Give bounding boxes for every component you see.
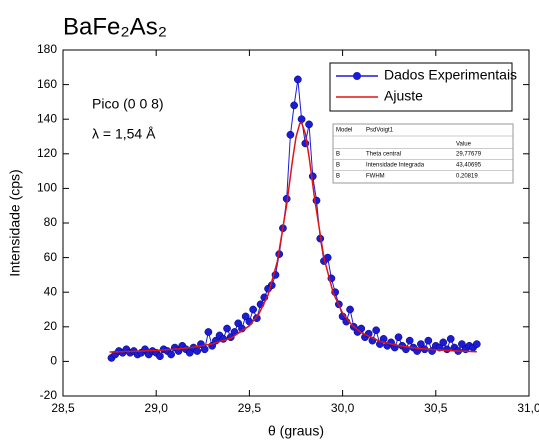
table-header: Model [336,128,352,134]
y-tick-label: 180 [37,42,57,56]
data-point [472,340,481,348]
x-axis-label: θ (graus) [268,423,324,439]
y-tick-label: 120 [37,146,57,160]
legend-box [329,62,513,112]
data-point [305,120,313,129]
table-cell: FWHM [366,174,385,180]
data-point [413,347,422,355]
data-point [294,75,302,84]
x-tick-label: 30,0 [331,401,355,415]
x-tick-label: 29,0 [145,401,169,415]
data-point [204,328,213,336]
data-point [167,350,175,359]
y-tick-label: 80 [44,215,58,229]
y-tick-label: 160 [37,77,57,91]
fit-table [332,123,514,184]
series-line [109,121,477,353]
chart-title: BaFe₂As₂ [63,13,167,40]
x-tick-label: 31,0 [517,401,539,415]
legend-label: Ajuste [384,88,423,104]
data-point [424,336,433,345]
data-point [156,352,164,361]
y-tick-label: 20 [44,319,58,333]
series-line [111,79,478,359]
data-point [308,172,317,181]
table-header: Value [456,142,472,148]
data-point [286,130,295,139]
data-point [405,336,414,345]
data-point [290,101,298,110]
data-point [372,326,381,335]
table-cell: B [336,174,340,180]
y-tick-label: 40 [44,284,58,298]
data-point [241,312,250,321]
data-point [200,345,209,354]
x-tick-label: 29,5 [238,401,262,415]
legend-marker [353,72,361,80]
y-tick-label: 100 [37,181,57,195]
data-point [458,340,466,348]
y-tick-label: 0 [50,354,57,368]
y-axis-label: Intensidade (cps) [7,169,23,276]
table-cell: 29,77679 [456,152,482,158]
x-tick-label: 30,5 [424,401,448,415]
table-cell: 43,40695 [456,163,482,169]
y-tick-label: -20 [40,388,58,402]
data-point [185,348,194,357]
table-cell: B [336,152,340,158]
data-point [193,347,202,355]
table-cell: 0,20819 [456,174,478,180]
data-point [443,345,451,354]
table-cell: Theta central [366,152,401,158]
data-point [394,333,403,342]
y-tick-label: 140 [37,111,57,125]
y-tick-label: 60 [44,250,58,264]
table-cell: Intensidade Integrada [366,163,425,169]
annotation: λ = 1,54 Å [92,126,156,142]
table-header: PsdVoigt1 [366,128,394,134]
data-point [439,338,448,347]
data-point [253,314,261,322]
legend-label: Dados Experimentais [384,67,517,83]
data-point [297,115,306,124]
data-point [346,305,354,314]
data-point [249,305,257,314]
table-cell: B [336,163,340,169]
data-point [417,340,425,348]
annotation: Pico (0 0 8) [92,96,164,112]
data-point [223,324,231,333]
data-point [446,335,455,343]
x-tick-label: 28,5 [51,401,75,415]
data-point [234,319,243,328]
